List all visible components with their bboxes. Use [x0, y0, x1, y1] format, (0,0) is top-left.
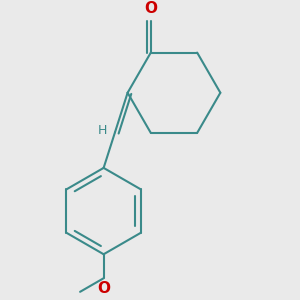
Text: H: H	[98, 124, 107, 137]
Text: O: O	[97, 281, 110, 296]
Text: O: O	[144, 1, 157, 16]
